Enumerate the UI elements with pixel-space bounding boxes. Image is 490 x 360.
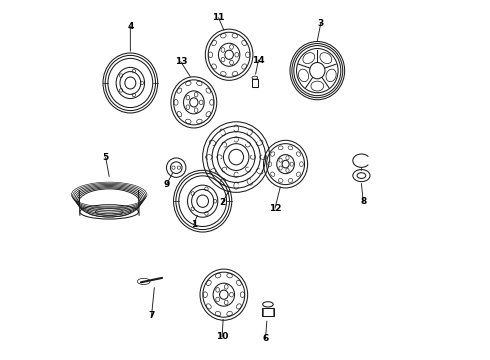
Text: 9: 9 (164, 180, 170, 189)
Text: 6: 6 (262, 334, 269, 343)
Bar (262, 308, 274, 316)
Bar (252, 78, 258, 87)
Text: 14: 14 (252, 55, 265, 64)
Text: 8: 8 (360, 197, 367, 206)
Text: 1: 1 (191, 220, 197, 229)
Text: 13: 13 (174, 57, 187, 66)
Text: 3: 3 (318, 18, 324, 27)
Text: 11: 11 (212, 13, 225, 22)
Text: 10: 10 (216, 333, 228, 342)
Text: 5: 5 (102, 153, 109, 162)
Text: 4: 4 (127, 22, 134, 31)
Text: 12: 12 (269, 204, 281, 213)
Text: 2: 2 (219, 198, 225, 207)
Text: 7: 7 (148, 311, 155, 320)
